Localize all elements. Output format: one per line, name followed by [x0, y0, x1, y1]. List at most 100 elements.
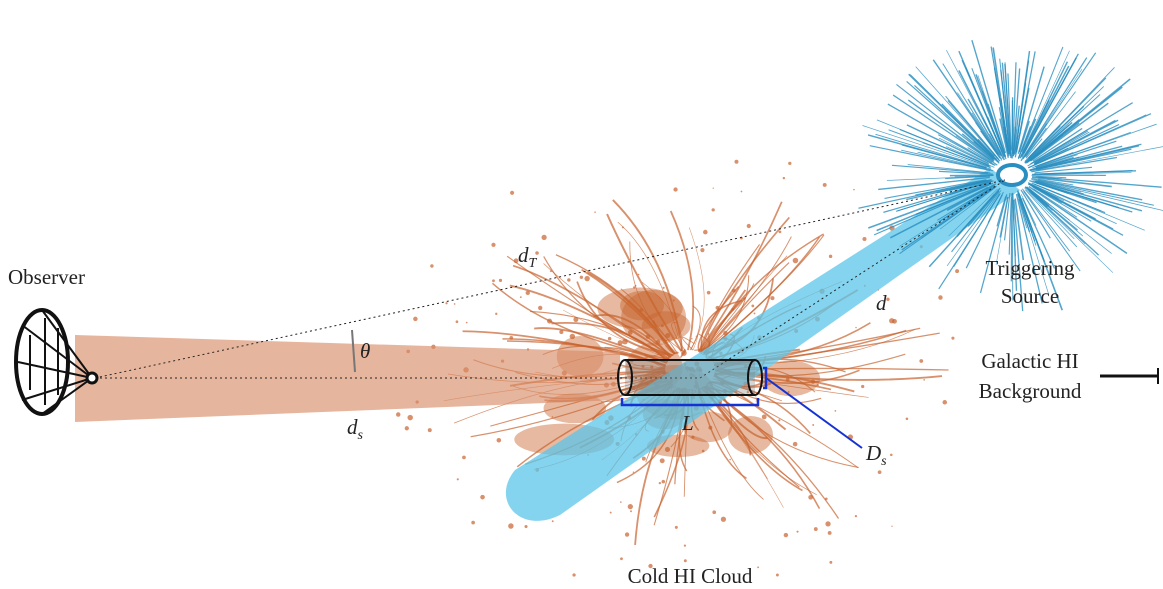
symbol: d [518, 243, 529, 267]
speck [942, 400, 947, 405]
speck [747, 224, 751, 228]
speck [480, 495, 485, 500]
speck [684, 559, 687, 562]
speck [622, 226, 624, 228]
speck [659, 482, 661, 484]
speck [610, 512, 612, 514]
speck [951, 337, 954, 340]
speck [712, 208, 715, 211]
speck [793, 442, 798, 447]
speck [906, 417, 909, 420]
speck [608, 337, 612, 341]
speck [878, 470, 882, 474]
speck [825, 521, 830, 526]
subscript: T [529, 256, 538, 271]
speck [923, 379, 925, 381]
speck [526, 291, 530, 295]
speck [855, 515, 857, 517]
speck [413, 317, 418, 322]
speck [955, 269, 959, 273]
speck [471, 521, 475, 525]
speck [890, 454, 893, 457]
speck [743, 298, 744, 299]
source-label: Source [1001, 284, 1059, 308]
speck [784, 533, 788, 537]
speck [552, 520, 554, 522]
speck [524, 525, 527, 528]
symbol: d [347, 415, 358, 439]
speck [700, 248, 704, 252]
speck [456, 320, 459, 323]
speck [732, 289, 736, 293]
speck [919, 359, 923, 363]
speck [675, 526, 678, 529]
speck [541, 235, 546, 240]
speck [723, 331, 728, 336]
speck [535, 251, 539, 255]
speck [703, 230, 708, 235]
observer-label: Observer [8, 265, 85, 289]
speck [814, 527, 818, 531]
speck [509, 336, 513, 340]
speck [492, 279, 495, 282]
speck [430, 264, 433, 267]
speck [788, 162, 791, 165]
speck [573, 317, 578, 322]
speck [762, 414, 767, 419]
speck [892, 319, 897, 324]
speck [716, 306, 720, 310]
speck [508, 523, 513, 528]
speck [466, 322, 468, 324]
speck [445, 302, 447, 304]
speck [620, 501, 622, 503]
speck [783, 177, 785, 179]
speck [684, 544, 686, 546]
speck [691, 338, 692, 339]
speck [751, 305, 754, 308]
speck [663, 287, 665, 289]
speck [938, 295, 942, 299]
speck [625, 532, 629, 536]
speck [594, 211, 596, 213]
speck [520, 296, 522, 298]
symbol: D [865, 441, 881, 465]
speck [862, 237, 866, 241]
cloud-clump [597, 288, 682, 329]
speck [823, 183, 827, 187]
speck [550, 270, 552, 272]
speck [622, 339, 628, 345]
speck [829, 561, 832, 564]
speck [735, 160, 739, 164]
speck [829, 255, 832, 258]
speck [580, 276, 583, 279]
speck [620, 557, 623, 560]
subscript: s [358, 428, 364, 443]
speck [721, 517, 726, 522]
subscript: s [881, 454, 887, 469]
speck [681, 350, 687, 356]
background-label: Background [979, 379, 1082, 403]
speck [891, 526, 892, 527]
speck [428, 428, 432, 432]
speck [707, 291, 711, 295]
speck [572, 573, 575, 576]
speck [559, 330, 563, 334]
speck [662, 480, 666, 484]
speck [808, 495, 813, 500]
speck [796, 531, 798, 533]
speck [635, 285, 637, 287]
speck [633, 471, 634, 472]
speck [770, 296, 774, 300]
D-s-label: Ds [865, 441, 887, 469]
cylinder-body [625, 360, 755, 395]
speck [407, 415, 412, 420]
speck [731, 308, 734, 311]
speck [660, 458, 665, 463]
burst-ray [1009, 197, 1011, 255]
speck [618, 340, 623, 345]
speck [462, 456, 466, 460]
speck [713, 188, 714, 189]
burst-ray [916, 67, 999, 161]
cloud-clump [728, 416, 773, 454]
speck [454, 303, 456, 305]
